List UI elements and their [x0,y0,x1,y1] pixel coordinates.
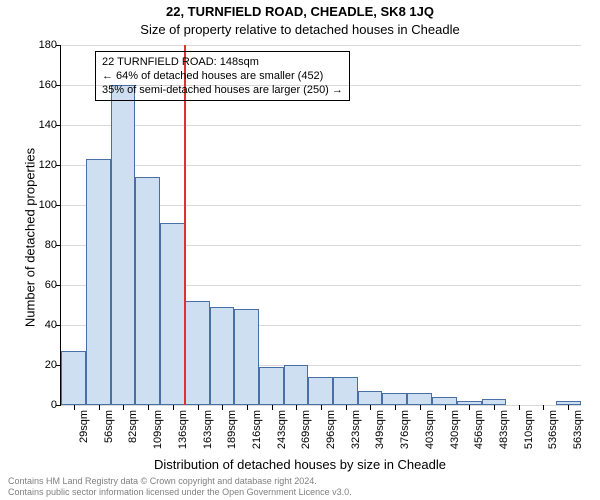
footer-attribution: Contains HM Land Registry data © Crown c… [8,476,592,498]
chart-container: 22, TURNFIELD ROAD, CHEADLE, SK8 1JQ Siz… [0,0,600,500]
xtick-label: 163sqm [202,410,214,449]
xtick-label: 29sqm [78,410,90,443]
xtick-label: 269sqm [300,410,312,449]
histogram-bar [308,377,333,405]
ytick-label: 0 [17,399,57,411]
histogram-bar [185,301,210,405]
xtick-mark [247,405,248,410]
xtick-label: 536sqm [547,410,559,449]
histogram-bar [234,309,259,405]
xtick-mark [296,405,297,410]
histogram-bar [284,365,308,405]
xtick-mark [321,405,322,410]
title-subtitle: Size of property relative to detached ho… [0,22,600,37]
xtick-mark [395,405,396,410]
xtick-label: 189sqm [226,410,238,449]
ytick-label: 40 [17,319,57,331]
annotation-line: 35% of semi-detached houses are larger (… [102,83,343,97]
xtick-mark [494,405,495,410]
xtick-mark [173,405,174,410]
xtick-label: 323sqm [350,410,362,449]
histogram-bar [210,307,234,405]
xtick-label: 109sqm [152,410,164,449]
xtick-label: 403sqm [424,410,436,449]
ytick-label: 20 [17,359,57,371]
gridline-h [61,45,581,46]
footer-line-1: Contains HM Land Registry data © Crown c… [8,476,592,487]
histogram-bar [61,351,86,405]
ytick-label: 160 [17,79,57,91]
gridline-h [61,125,581,126]
annotation-box: 22 TURNFIELD ROAD: 148sqm← 64% of detach… [95,51,350,101]
xtick-label: 296sqm [325,410,337,449]
xtick-label: 136sqm [177,410,189,449]
histogram-bar [382,393,407,405]
footer-line-2: Contains public sector information licen… [8,487,592,498]
xtick-mark [74,405,75,410]
histogram-bar [86,159,111,405]
xtick-label: 510sqm [523,410,535,449]
xtick-mark [346,405,347,410]
xtick-label: 376sqm [399,410,411,449]
histogram-bar [259,367,284,405]
histogram-bar [160,223,185,405]
xtick-mark [568,405,569,410]
histogram-bar [333,377,358,405]
xtick-label: 56sqm [103,410,115,443]
annotation-line: ← 64% of detached houses are smaller (45… [102,69,343,83]
xtick-label: 349sqm [374,410,386,449]
ytick-label: 60 [17,279,57,291]
plot-area: 02040608010012014016018029sqm56sqm82sqm1… [60,45,581,406]
xtick-label: 563sqm [572,410,584,449]
gridline-h [61,165,581,166]
title-address: 22, TURNFIELD ROAD, CHEADLE, SK8 1JQ [0,4,600,19]
xtick-mark [469,405,470,410]
histogram-bar [135,177,160,405]
ytick-label: 140 [17,119,57,131]
xtick-mark [519,405,520,410]
ytick-label: 100 [17,199,57,211]
xtick-mark [370,405,371,410]
ytick-label: 120 [17,159,57,171]
xtick-label: 430sqm [449,410,461,449]
ytick-label: 80 [17,239,57,251]
xtick-label: 456sqm [473,410,485,449]
xtick-label: 82sqm [127,410,139,443]
histogram-bar [111,85,135,405]
xtick-mark [272,405,273,410]
xtick-label: 483sqm [498,410,510,449]
xtick-label: 216sqm [251,410,263,449]
xtick-mark [99,405,100,410]
xtick-mark [543,405,544,410]
histogram-bar [358,391,382,405]
histogram-bar [407,393,432,405]
xtick-mark [148,405,149,410]
xtick-mark [123,405,124,410]
annotation-line: 22 TURNFIELD ROAD: 148sqm [102,55,343,69]
xtick-mark [198,405,199,410]
xtick-mark [445,405,446,410]
x-axis-label: Distribution of detached houses by size … [0,457,600,472]
xtick-label: 243sqm [276,410,288,449]
xtick-mark [420,405,421,410]
y-axis-label: Number of detached properties [23,88,38,388]
histogram-bar [432,397,457,405]
ytick-label: 180 [17,39,57,51]
xtick-mark [222,405,223,410]
